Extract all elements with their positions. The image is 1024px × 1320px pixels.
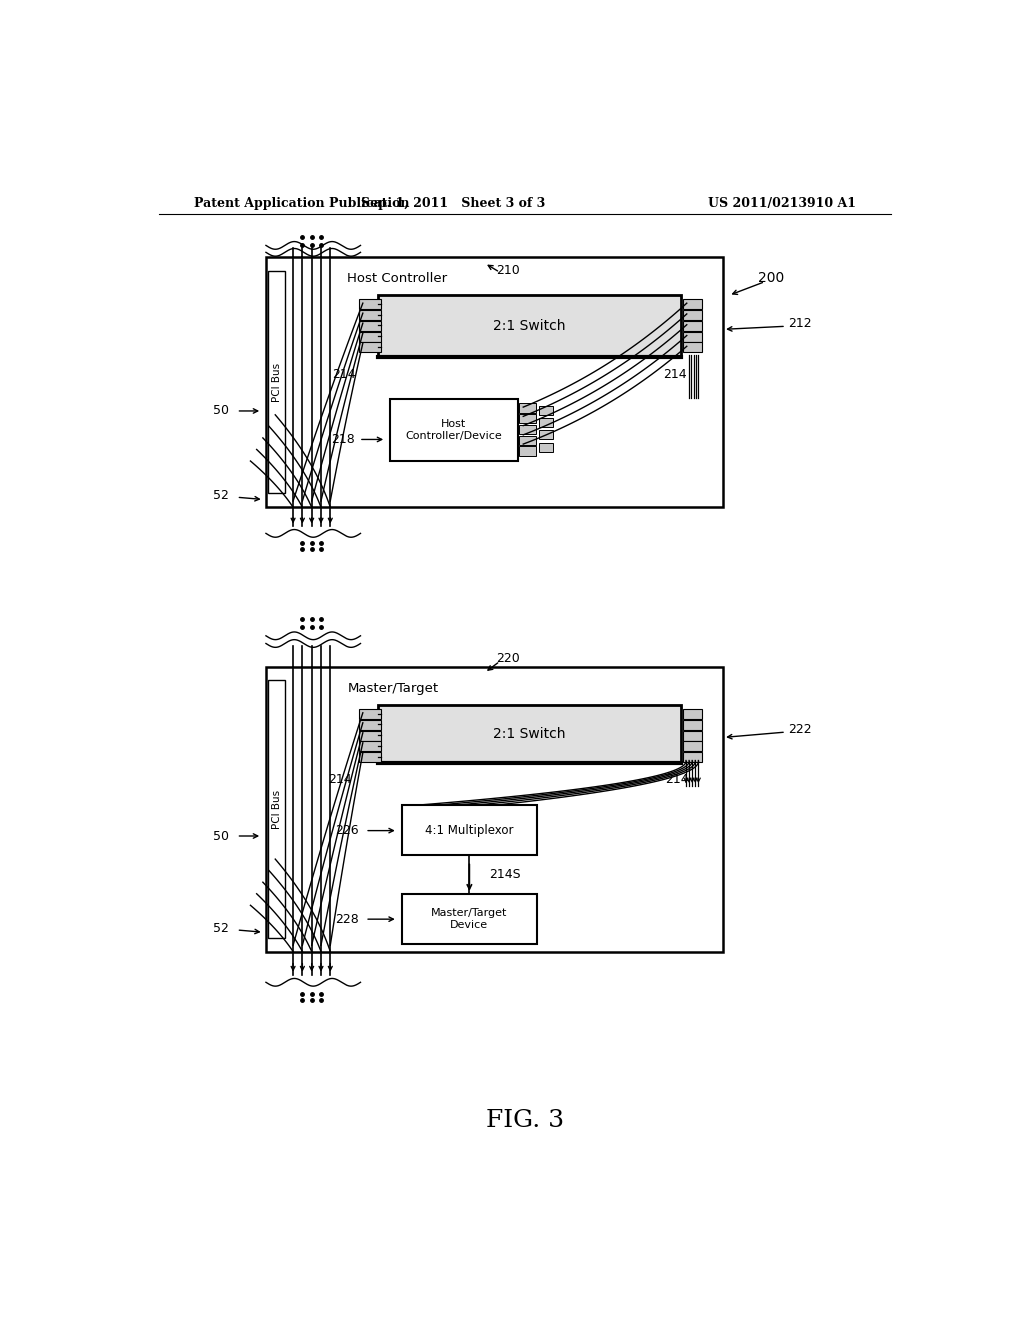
Text: 2:1 Switch: 2:1 Switch [494, 319, 565, 333]
Bar [266, 667, 723, 952]
Bar [359, 331, 381, 342]
Bar [683, 321, 702, 331]
Text: Master/Target
Device: Master/Target Device [431, 908, 508, 929]
Bar [390, 400, 518, 461]
Text: PCI Bus: PCI Bus [271, 789, 282, 829]
Bar [378, 705, 681, 763]
Text: 210: 210 [496, 264, 519, 277]
Bar [268, 681, 286, 937]
Text: 214: 214 [332, 367, 355, 380]
Bar [519, 436, 537, 445]
Bar [539, 442, 553, 451]
Bar [519, 446, 537, 455]
Text: 4:1 Multiplexor: 4:1 Multiplexor [425, 824, 514, 837]
Text: 50: 50 [213, 829, 229, 842]
Bar [683, 300, 702, 309]
Bar [378, 296, 681, 358]
Bar [359, 310, 381, 321]
Bar [683, 342, 702, 352]
Bar [359, 342, 381, 352]
Bar [401, 894, 538, 944]
Text: Sep. 1, 2011   Sheet 3 of 3: Sep. 1, 2011 Sheet 3 of 3 [361, 197, 546, 210]
Bar [683, 742, 702, 751]
Bar [266, 257, 723, 507]
Text: 222: 222 [788, 723, 812, 737]
Bar [539, 430, 553, 440]
Text: 50: 50 [213, 404, 229, 417]
Bar [359, 730, 381, 741]
Bar [359, 300, 381, 309]
Bar [683, 310, 702, 321]
Text: PCI Bus: PCI Bus [271, 363, 282, 401]
Text: 52: 52 [213, 921, 229, 935]
Text: 214S: 214S [488, 869, 520, 880]
Text: 228: 228 [336, 912, 359, 925]
Text: 226: 226 [336, 824, 359, 837]
Text: 200: 200 [758, 271, 784, 285]
Bar [519, 414, 537, 424]
Bar [268, 271, 286, 494]
Bar [519, 425, 537, 434]
Bar [359, 709, 381, 719]
Bar [683, 709, 702, 719]
Bar [359, 321, 381, 331]
Bar [359, 742, 381, 751]
Text: US 2011/0213910 A1: US 2011/0213910 A1 [709, 197, 856, 210]
Text: FIG. 3: FIG. 3 [485, 1109, 564, 1133]
Text: Host
Controller/Device: Host Controller/Device [406, 420, 502, 441]
Bar [683, 730, 702, 741]
Text: Master/Target: Master/Target [347, 681, 438, 694]
Text: 214: 214 [328, 774, 351, 787]
Bar [359, 752, 381, 762]
Bar [401, 805, 538, 855]
Bar [539, 405, 553, 414]
Bar [519, 404, 537, 412]
Text: 212: 212 [788, 317, 812, 330]
Text: 2:1 Switch: 2:1 Switch [494, 727, 565, 741]
Bar [683, 752, 702, 762]
Text: 52: 52 [213, 490, 229, 502]
Text: 220: 220 [496, 652, 519, 665]
Bar [539, 418, 553, 428]
Text: 214: 214 [665, 774, 688, 787]
Text: Host Controller: Host Controller [347, 272, 447, 285]
Bar [683, 719, 702, 730]
Text: Patent Application Publication: Patent Application Publication [194, 197, 410, 210]
Bar [359, 719, 381, 730]
Text: 218: 218 [332, 433, 355, 446]
Text: 214: 214 [664, 367, 687, 380]
Bar [683, 331, 702, 342]
